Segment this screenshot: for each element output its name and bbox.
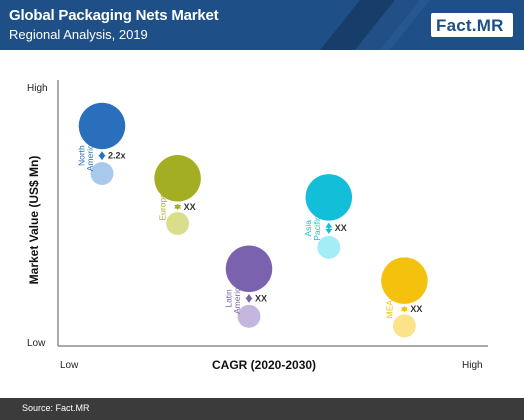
bubble-asia-pacific-current: [305, 174, 353, 221]
region-label-line: America: [85, 140, 95, 171]
multiplier-latin-america: XX: [255, 293, 267, 303]
x-tick-high: High: [462, 360, 483, 371]
logo-suffix: MR: [476, 16, 504, 35]
region-label-mea: MEA: [384, 300, 394, 319]
logo-main: Fact: [436, 16, 472, 35]
arrowhead-down-north-america: [98, 155, 106, 161]
bubble-layer: 2.2xNorthAmericaXXEuropeXXLatinAmericaXX…: [76, 102, 428, 338]
logo-dot: .: [471, 16, 477, 35]
y-tick-low: Low: [27, 338, 46, 349]
region-label-europe: Europe: [158, 193, 168, 221]
header-banner: Global Packaging Nets Market Regional An…: [0, 0, 524, 50]
arrowhead-up-latin-america: [245, 293, 253, 299]
arrowhead-down-latin-america: [245, 297, 253, 303]
bubble-latin-america-future: [237, 304, 261, 328]
region-label-line: America: [232, 283, 242, 314]
y-tick-high: High: [27, 83, 48, 94]
x-axis-label: CAGR (2020-2030): [212, 358, 317, 372]
region-label-line: Pacific: [312, 215, 322, 241]
x-tick-low: Low: [60, 360, 79, 371]
region-label-north-america: NorthAmerica: [76, 140, 95, 171]
arrowhead-up-asia-pacific: [325, 222, 333, 228]
multiplier-europe: XX: [184, 202, 196, 212]
bubble-asia-pacific-future: [317, 235, 341, 259]
factmr-logo: Fact.MR: [436, 16, 504, 36]
arrowhead-down-europe: [174, 205, 182, 211]
footer-bar: Source: Fact.MR: [0, 398, 524, 420]
region-label-asia-pacific: AsiaPacific: [303, 215, 322, 241]
y-axis-label: Market Value (US$ Mn): [27, 155, 41, 285]
chart-plot: 2.2xNorthAmericaXXEuropeXXLatinAmericaXX…: [57, 80, 488, 347]
bubble-europe-future: [166, 212, 190, 235]
bubble-latin-america-current: [225, 245, 273, 292]
multiplier-north-america: 2.2x: [108, 151, 126, 161]
region-label-line: Latin: [223, 289, 233, 308]
multiplier-asia-pacific: XX: [335, 223, 347, 233]
logo-background: [431, 13, 513, 37]
multiplier-mea: XX: [410, 304, 422, 314]
chart-title: Global Packaging Nets Market: [9, 7, 219, 24]
bubble-mea-future: [392, 314, 416, 338]
region-label-line: North: [76, 145, 86, 166]
bubble-europe-current: [154, 155, 201, 202]
bubble-north-america-current: [78, 102, 126, 150]
arrowhead-down-asia-pacific: [325, 228, 333, 234]
arrowhead-up-north-america: [98, 151, 106, 157]
bubble-north-america-future: [90, 162, 114, 186]
region-label-latin-america: LatinAmerica: [223, 283, 242, 314]
chart-subtitle: Regional Analysis, 2019: [9, 27, 148, 42]
region-label-line: Asia: [303, 220, 313, 237]
arrowhead-down-mea: [400, 307, 408, 313]
bubble-mea-current: [381, 257, 428, 304]
source-note: Source: Fact.MR: [22, 403, 90, 413]
